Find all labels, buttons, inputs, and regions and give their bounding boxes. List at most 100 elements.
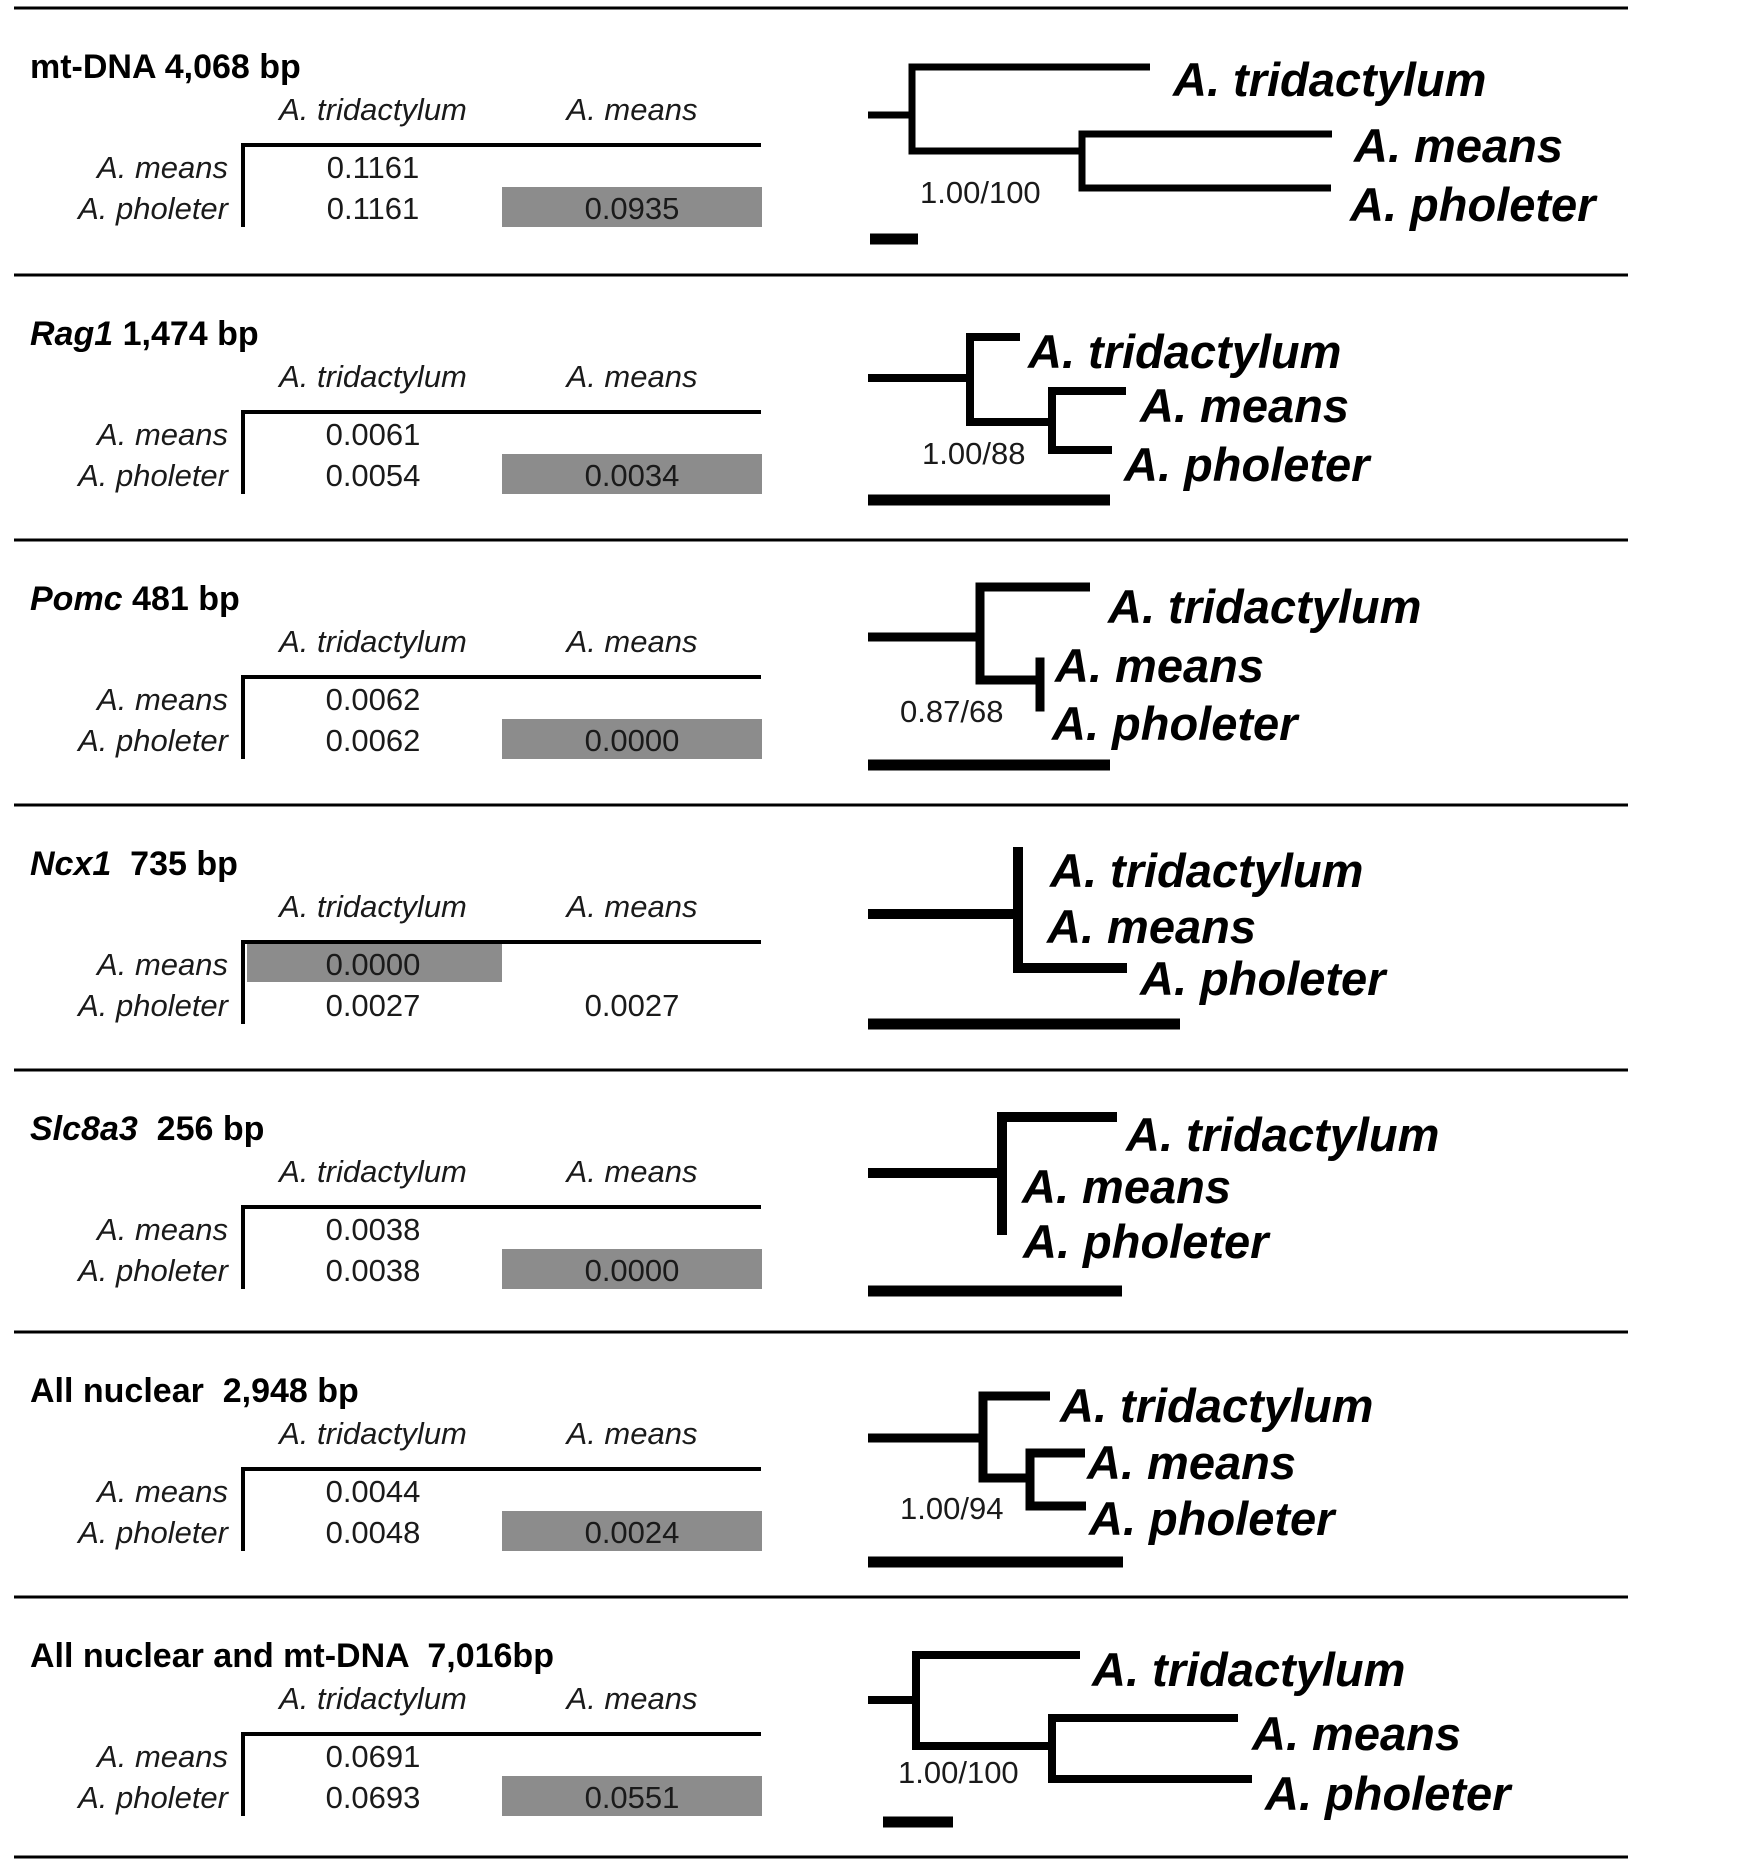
- tree-tip-label: A. pholeter: [1349, 178, 1598, 231]
- row-label: A. pholeter: [76, 988, 230, 1023]
- distance-matrix: A. tridactylum A. means A. means 0.0061 A. p…: [76, 359, 762, 494]
- column-header: A. tridactylum: [277, 889, 467, 924]
- highlight-cell: [502, 1249, 762, 1289]
- column-header: A. tridactylum: [277, 359, 467, 394]
- row-label: A. means: [95, 682, 228, 717]
- column-header: A. means: [565, 1681, 698, 1716]
- column-header: A. tridactylum: [277, 1154, 467, 1189]
- tree-tip-label: A. means: [1021, 1160, 1231, 1213]
- column-header: A. means: [565, 624, 698, 659]
- distance-value: 0.0000: [326, 947, 421, 982]
- panel-title-part: Pomc: [30, 580, 123, 618]
- distance-matrix: A. tridactylum A. means A. means 0.0044 A. p…: [76, 1416, 762, 1551]
- row-label: A. means: [95, 1474, 228, 1509]
- distance-value: 0.0062: [326, 682, 421, 717]
- highlight-cell: [502, 187, 762, 227]
- tree-tip-label: A. tridactylum: [1059, 1379, 1373, 1432]
- row-label: A. means: [95, 1212, 228, 1247]
- row-label: A. pholeter: [76, 1253, 230, 1288]
- panel-title-part: Rag1: [30, 315, 113, 353]
- tree-tip-label: A. tridactylum: [1091, 1643, 1405, 1696]
- distance-matrix: A. tridactylum A. means A. means 0.0691 A. p…: [76, 1681, 762, 1816]
- tree-tip-label: A. means: [1251, 1707, 1461, 1760]
- highlight-cell: [247, 944, 502, 982]
- panel-title: All nuclear 2,948 bp: [30, 1372, 359, 1410]
- distance-value: 0.0693: [326, 1780, 421, 1815]
- panel-title-part: 256 bp: [138, 1110, 265, 1148]
- distance-value: 0.1161: [327, 191, 420, 226]
- column-header: A. means: [565, 359, 698, 394]
- distance-value: 0.0034: [585, 458, 680, 493]
- panel-6: All nuclear 2,948 bpA. tridactylum A. mea…: [30, 1372, 1373, 1568]
- support-value: 1.00/100: [920, 175, 1041, 210]
- distance-value: 0.0061: [326, 417, 421, 452]
- distance-value: 0.0062: [326, 723, 421, 758]
- column-header: A. means: [565, 889, 698, 924]
- distance-value: 0.0038: [326, 1212, 421, 1247]
- distance-value: 0.0048: [326, 1515, 421, 1550]
- panel-3: Pomc 481 bp A. tridactylum A. means A. mean…: [30, 580, 1421, 771]
- column-header: A. means: [565, 1154, 698, 1189]
- distance-matrix: A. tridactylum A. means A. means 0.1161 A. p…: [76, 92, 762, 227]
- panel-title-part: 735 bp: [111, 845, 238, 883]
- row-label: A. means: [95, 150, 228, 185]
- panel-title-part: Slc8a3: [30, 1110, 138, 1148]
- phylogenetic-tree: A. tridactylum A. means A. pholeter 1.00/10…: [868, 53, 1598, 245]
- row-label: A. means: [95, 417, 228, 452]
- distance-value: 0.0038: [326, 1253, 421, 1288]
- tree-tip-label: A. pholeter: [1264, 1767, 1513, 1820]
- tree-tip-label: A. pholeter: [1123, 438, 1372, 491]
- panel-title-part: 1,474 bp: [113, 315, 259, 353]
- distance-value: 0.0044: [326, 1474, 421, 1509]
- column-header: A. tridactylum: [277, 1681, 467, 1716]
- distance-matrix: A. tridactylum A. means A. means 0.0038 A. p…: [76, 1154, 762, 1289]
- distance-value: 0.0691: [326, 1739, 421, 1774]
- distance-value: 0.0027: [326, 988, 421, 1023]
- phylogenetic-tree: A. tridactylum A. means A. pholeter 1.00/10…: [868, 1643, 1513, 1828]
- highlight-cell: [502, 1776, 762, 1816]
- tree-tip-label: A. tridactylum: [1125, 1108, 1439, 1161]
- tree-tip-label: A. means: [1054, 639, 1264, 692]
- column-header: A. tridactylum: [277, 1416, 467, 1451]
- panel-title-part: 481 bp: [123, 580, 240, 618]
- panel-4: Ncx1 735 bp A. tridactylum A. means A. mean…: [30, 844, 1388, 1030]
- distance-value: 0.0054: [326, 458, 421, 493]
- support-value: 1.00/88: [922, 436, 1025, 471]
- row-label: A. pholeter: [76, 723, 230, 758]
- panel-title: mt-DNA 4,068 bp: [30, 48, 301, 86]
- row-label: A. pholeter: [76, 1515, 230, 1550]
- distance-value: 0.0000: [585, 1253, 680, 1288]
- support-value: 0.87/68: [900, 694, 1003, 729]
- support-value: 1.00/100: [898, 1755, 1019, 1790]
- distance-value: 0.0027: [585, 988, 680, 1023]
- panel-title: Pomc 481 bp: [30, 580, 240, 618]
- tree-tip-label: A. pholeter: [1051, 697, 1300, 750]
- distance-value: 0.1161: [327, 150, 420, 185]
- column-header: A. means: [565, 1416, 698, 1451]
- panel-title: All nuclear and mt-DNA 7,016bp: [30, 1637, 554, 1675]
- row-label: A. pholeter: [76, 191, 230, 226]
- tree-tip-label: A. tridactylum: [1049, 844, 1363, 897]
- highlight-cell: [502, 719, 762, 759]
- tree-tip-label: A. pholeter: [1022, 1215, 1271, 1268]
- panel-title-part: mt-DNA 4,068 bp: [30, 48, 301, 86]
- distance-matrix: A. tridactylum A. means A. means 0.0062 A. p…: [76, 624, 762, 759]
- row-label: A. means: [95, 1739, 228, 1774]
- panel-1: mt-DNA 4,068 bpA. tridactylum A. meansA. …: [30, 48, 1598, 245]
- panel-title-part: All nuclear and mt-DNA 7,016bp: [30, 1637, 554, 1675]
- row-label: A. means: [95, 947, 228, 982]
- column-header: A. tridactylum: [277, 624, 467, 659]
- panel-title: Ncx1 735 bp: [30, 845, 238, 883]
- column-header: A. tridactylum: [277, 92, 467, 127]
- column-header: A. means: [565, 92, 698, 127]
- distance-value: 0.0000: [585, 723, 680, 758]
- panel-title: Slc8a3 256 bp: [30, 1110, 264, 1148]
- panel-2: Rag1 1,474 bp A. tridactylum A. means A. me…: [30, 315, 1372, 506]
- row-label: A. pholeter: [76, 1780, 230, 1815]
